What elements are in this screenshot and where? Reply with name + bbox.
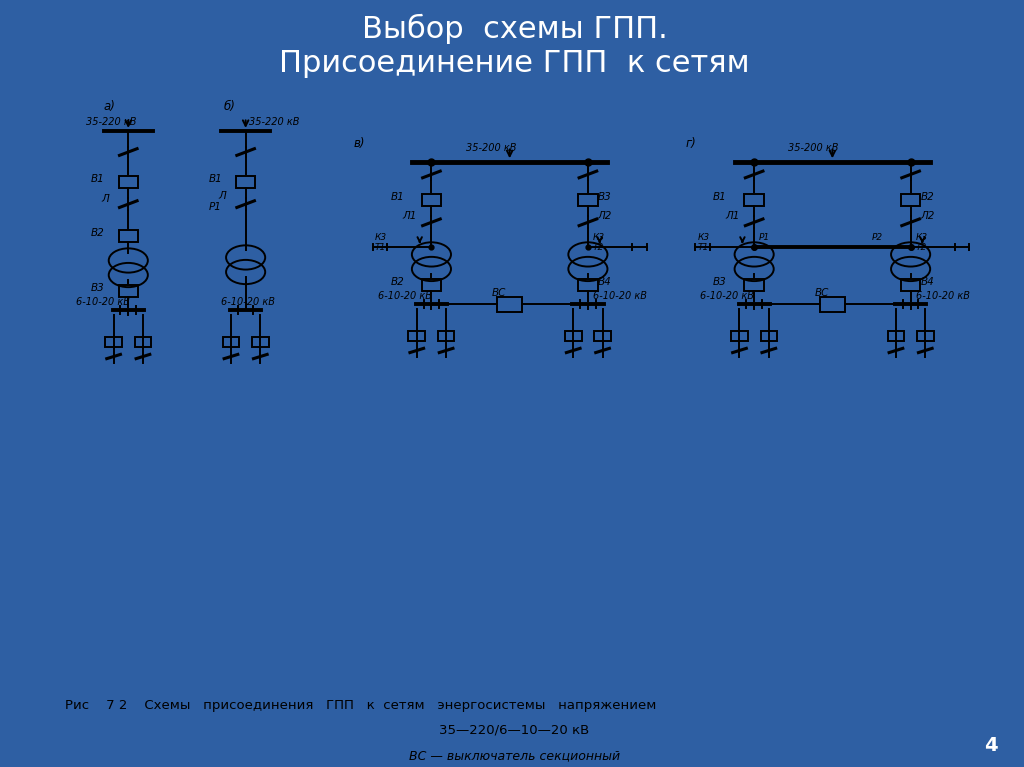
Text: а): а)	[103, 100, 116, 114]
Bar	[438, 331, 455, 341]
Text: Рис    7 2    Схемы   присоединения   ГПП   к  сетям   энергосистемы   напряжени: Рис 7 2 Схемы присоединения ГПП к сетям …	[65, 700, 656, 712]
Text: К3: К3	[593, 233, 605, 242]
Bar	[409, 331, 425, 341]
Text: Т2: Т2	[593, 242, 604, 252]
Text: 4: 4	[984, 736, 997, 755]
Text: 35-200 кВ: 35-200 кВ	[466, 143, 516, 153]
Bar	[916, 331, 934, 341]
Text: Л2: Л2	[598, 211, 612, 222]
Text: К3: К3	[915, 233, 928, 242]
Text: Л1: Л1	[725, 211, 739, 222]
Text: Л1: Л1	[402, 211, 417, 222]
Text: В4: В4	[598, 277, 611, 287]
Bar	[119, 230, 138, 242]
Bar	[236, 176, 255, 188]
Text: В2: В2	[91, 229, 104, 239]
Text: К3: К3	[697, 233, 710, 242]
Text: 6-10-20 кВ: 6-10-20 кВ	[378, 291, 432, 301]
Bar	[901, 194, 921, 206]
Text: В2: В2	[921, 192, 934, 202]
Bar	[119, 176, 138, 188]
Bar	[820, 297, 845, 311]
Text: 6-10-20 кВ: 6-10-20 кВ	[593, 291, 647, 301]
Text: В1: В1	[713, 192, 727, 202]
Bar	[901, 278, 921, 291]
Bar	[888, 331, 904, 341]
Bar	[731, 331, 748, 341]
Text: 35—220/6—10—20 кВ: 35—220/6—10—20 кВ	[439, 724, 590, 736]
Bar	[565, 331, 582, 341]
Text: Р1: Р1	[209, 202, 221, 212]
Text: 6-10-20 кВ: 6-10-20 кВ	[221, 298, 275, 308]
Text: В3: В3	[598, 192, 611, 202]
Text: ВС — выключатель секционный: ВС — выключатель секционный	[409, 749, 621, 762]
Bar	[579, 194, 598, 206]
Text: 6-10-20 кВ: 6-10-20 кВ	[915, 291, 970, 301]
Text: В3: В3	[91, 283, 104, 293]
Text: 6-10-20 кВ: 6-10-20 кВ	[700, 291, 755, 301]
Text: Л2: Л2	[921, 211, 935, 222]
Bar	[422, 194, 441, 206]
Bar	[744, 194, 764, 206]
Text: В1: В1	[209, 173, 222, 184]
Text: Р1: Р1	[759, 233, 770, 242]
Bar	[422, 278, 441, 291]
Text: ВС: ВС	[815, 288, 829, 298]
Bar	[222, 337, 240, 347]
Text: В2: В2	[390, 277, 404, 287]
Bar	[498, 297, 522, 311]
Text: в): в)	[353, 137, 365, 150]
Text: г): г)	[686, 137, 696, 150]
Text: 35-220 кВ: 35-220 кВ	[249, 117, 299, 127]
Bar	[105, 337, 122, 347]
Text: Т1: Т1	[697, 242, 709, 252]
Text: В3: В3	[713, 277, 727, 287]
Text: 35-220 кВ: 35-220 кВ	[86, 117, 137, 127]
Text: Р2: Р2	[871, 233, 883, 242]
Bar	[134, 337, 152, 347]
Text: Т2: Т2	[915, 242, 927, 252]
Bar	[744, 278, 764, 291]
Text: В4: В4	[921, 277, 934, 287]
Text: Выбор  схемы ГПП.
Присоединение ГПП  к сетям: Выбор схемы ГПП. Присоединение ГПП к сет…	[280, 14, 750, 78]
Bar	[119, 285, 138, 297]
Text: В1: В1	[91, 173, 104, 184]
Text: Т1: Т1	[375, 242, 386, 252]
Bar	[252, 337, 268, 347]
Text: 35-200 кВ: 35-200 кВ	[788, 143, 839, 153]
Text: б): б)	[223, 100, 236, 114]
Text: В1: В1	[390, 192, 404, 202]
Bar	[761, 331, 777, 341]
Bar	[579, 278, 598, 291]
Text: К3: К3	[375, 233, 387, 242]
Text: 6-10-20 кВ: 6-10-20 кВ	[77, 298, 130, 308]
Bar	[594, 331, 611, 341]
Text: Л: Л	[218, 191, 226, 201]
Text: Л: Л	[101, 194, 109, 204]
Text: ВС: ВС	[493, 288, 507, 298]
